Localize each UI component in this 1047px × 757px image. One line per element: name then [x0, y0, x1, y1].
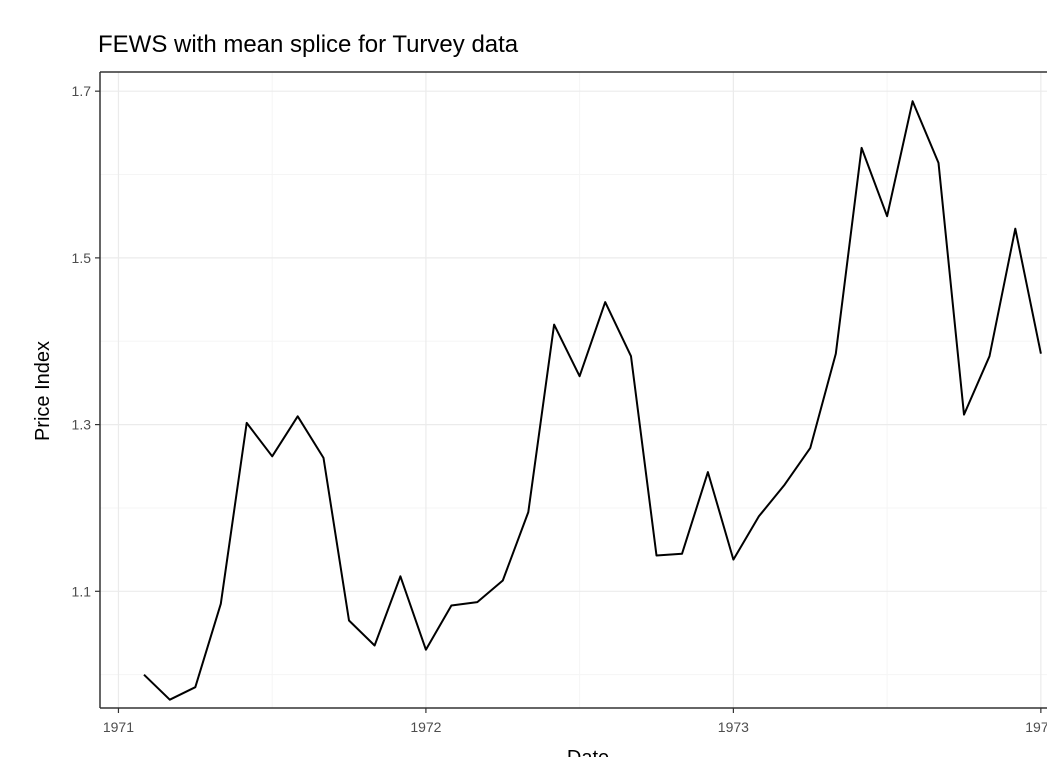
y-tick-label: 1.1 — [72, 583, 92, 599]
y-tick-label: 1.3 — [72, 417, 92, 433]
x-tick-label: 1972 — [410, 719, 441, 735]
series-layer — [143, 100, 1042, 701]
axes: 1.1 1.3 1.5 1.7 1971 1972 1973 1974 — [72, 71, 1047, 735]
x-tick-label: 1974 — [1025, 719, 1047, 735]
series-line-1 — [143, 100, 1042, 701]
y-axis-label: Price Index — [32, 341, 54, 441]
chart-title: FEWS with mean splice for Turvey data — [98, 31, 519, 58]
y-tick-label: 1.7 — [72, 83, 92, 99]
x-tick-label: 1973 — [718, 719, 749, 735]
y-tick-label: 1.5 — [72, 250, 92, 266]
x-tick-label: 1971 — [103, 719, 134, 735]
grid — [100, 72, 1047, 708]
x-axis-label: Date — [567, 747, 609, 757]
